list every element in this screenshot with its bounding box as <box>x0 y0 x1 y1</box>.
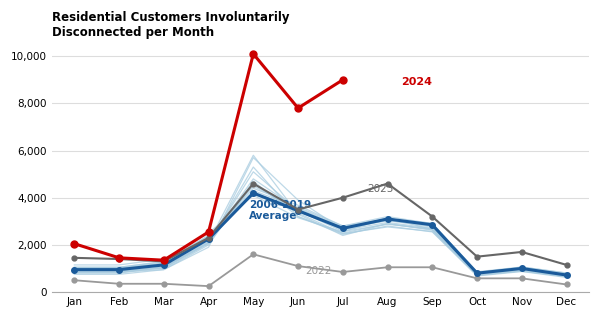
Text: 2024: 2024 <box>401 77 432 87</box>
Text: 2022: 2022 <box>305 266 331 276</box>
Text: 2006-2019
Average: 2006-2019 Average <box>249 200 311 221</box>
Text: 2023: 2023 <box>367 184 394 195</box>
Text: Residential Customers Involuntarily
Disconnected per Month: Residential Customers Involuntarily Disc… <box>52 11 289 39</box>
